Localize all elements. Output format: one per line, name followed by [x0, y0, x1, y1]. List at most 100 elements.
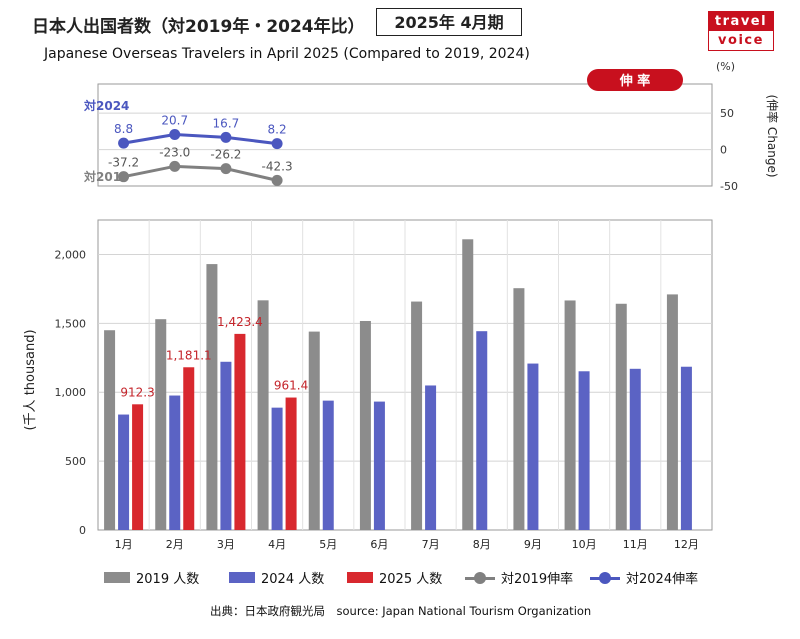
legend-item-2024: 2024 人数 — [229, 568, 324, 587]
data-label-vs2024: 8.8 — [114, 122, 133, 136]
source-note: 出典：日本政府観光局 source: Japan National Touris… — [210, 604, 592, 618]
bar-2019 — [513, 288, 525, 530]
travelvoice-logo: travel voice — [708, 11, 774, 51]
series-line-vs2024 — [123, 132, 278, 146]
month-tick-label: 5月 — [319, 538, 337, 551]
change-rate-panel: 50 0 -50 (%) (伸率 Change) 伸 率 8.8 20.7 16.7 8.2 対20… — [83, 60, 780, 193]
rate-panel-frame — [97, 83, 713, 187]
bar-2025 — [132, 404, 144, 530]
bar-2024 — [425, 385, 437, 530]
travelers-bar-panel: 2,000 1,500 1,000 500 0 (千人 thousand) 912.3 1,1… — [23, 219, 713, 551]
bar-tick-label: 2,000 — [55, 248, 87, 261]
month-tick-label: 7月 — [422, 538, 440, 551]
legend-label-2019: 2019 人数 — [136, 572, 200, 587]
bar-2024 — [680, 366, 692, 530]
rate-badge-label: 伸 率 — [619, 73, 651, 89]
bar-2019 — [615, 303, 627, 530]
bar-2024 — [118, 414, 130, 530]
bar-2019 — [104, 330, 116, 530]
legend-item-vs2024: 対2024伸率 — [590, 568, 698, 587]
data-label-vs2019: -42.3 — [262, 159, 293, 173]
bar-2025 — [285, 397, 297, 530]
point-vs2024 — [118, 137, 130, 149]
legend-label-2025: 2025 人数 — [379, 572, 443, 587]
bar-2024 — [169, 395, 181, 530]
data-label-vs2019: -37.2 — [108, 156, 139, 170]
bar-2024 — [271, 407, 283, 530]
rate-tick-label: -50 — [720, 180, 738, 193]
legend-swatch-2019 — [104, 572, 130, 583]
legend-item-2019: 2019 人数 — [104, 568, 199, 587]
bar-2024 — [322, 400, 334, 530]
rate-axis-label: (伸率 Change) — [765, 94, 780, 177]
data-label-2025: 961.4 — [274, 379, 308, 393]
logo-line-1: travel — [709, 12, 773, 31]
chart-title: 日本人出国者数（対2019年・2024年比） — [32, 17, 365, 37]
series-line-vs2019 — [123, 164, 278, 182]
legend-line-vs2024 — [590, 571, 620, 584]
legend-swatch-2025 — [347, 572, 373, 583]
bar-2019 — [359, 320, 371, 530]
data-label-2025: 912.3 — [120, 385, 154, 399]
point-vs2019 — [271, 174, 283, 186]
point-vs2024 — [169, 128, 181, 140]
series-name-vs2019: 対2019 — [83, 169, 129, 184]
data-label-vs2024: 20.7 — [161, 113, 188, 127]
point-vs2024 — [220, 131, 232, 143]
point-vs2024 — [271, 138, 283, 150]
month-tick-label: 12月 — [674, 538, 699, 551]
bar-2024 — [527, 363, 539, 530]
month-tick-label: 8月 — [473, 538, 491, 551]
bar-2019 — [462, 239, 474, 531]
bar-tick-label: 1,000 — [55, 386, 87, 399]
legend-swatch-2024 — [229, 572, 255, 583]
rate-unit-label: (%) — [716, 60, 735, 73]
series-name-vs2024: 対2024 — [83, 98, 129, 113]
month-tick-label: 6月 — [370, 538, 388, 551]
bar-2019 — [666, 294, 678, 530]
legend-label-2024: 2024 人数 — [261, 572, 325, 587]
month-tick-label: 10月 — [572, 538, 597, 551]
bar-2019 — [155, 319, 167, 530]
point-vs2019 — [169, 160, 181, 172]
month-tick-label: 11月 — [623, 538, 648, 551]
month-tick-label: 3月 — [217, 538, 235, 551]
legend-label-vs2024: 対2024伸率 — [626, 572, 699, 587]
bar-2019 — [308, 331, 320, 530]
chart-legend: 2019 人数 2024 人数 2025 人数 対2019伸率 対2024伸率 — [104, 568, 724, 588]
legend-label-vs2019: 対2019伸率 — [501, 572, 574, 587]
point-vs2019 — [118, 171, 130, 183]
month-tick-label: 1月 — [115, 538, 133, 551]
data-label-vs2024: 8.2 — [268, 123, 287, 137]
rate-tick-label: 50 — [720, 107, 734, 120]
bar-2024 — [629, 368, 641, 530]
bar-2019 — [206, 264, 218, 530]
bar-2024 — [373, 401, 385, 530]
data-label-2025: 1,423.4 — [217, 315, 263, 329]
logo-line-2: voice — [718, 33, 764, 48]
month-tick-label: 9月 — [524, 538, 542, 551]
point-vs2019 — [220, 163, 232, 175]
bar-2025 — [234, 333, 246, 530]
rate-tick-label: 0 — [720, 144, 727, 157]
month-tick-label: 2月 — [166, 538, 184, 551]
legend-item-vs2019: 対2019伸率 — [465, 568, 573, 587]
legend-line-vs2019 — [465, 571, 495, 584]
month-tick-label: 4月 — [268, 538, 286, 551]
data-label-2025: 1,181.1 — [166, 348, 212, 362]
rate-badge — [587, 69, 683, 91]
period-box: 2025年 4月期 — [376, 8, 522, 36]
legend-item-2025: 2025 人数 — [347, 568, 442, 587]
bar-2019 — [257, 300, 269, 530]
bar-2019 — [411, 301, 423, 530]
bar-tick-label: 0 — [79, 524, 86, 537]
bar-tick-label: 1,500 — [55, 317, 87, 330]
bar-2024 — [578, 371, 590, 530]
bar-2019 — [564, 300, 576, 530]
bar-2024 — [476, 331, 488, 530]
bar-2024 — [220, 361, 232, 530]
data-label-vs2024: 16.7 — [213, 116, 240, 130]
bar-axis-label: (千人 thousand) — [23, 329, 38, 430]
bar-2025 — [183, 367, 195, 530]
